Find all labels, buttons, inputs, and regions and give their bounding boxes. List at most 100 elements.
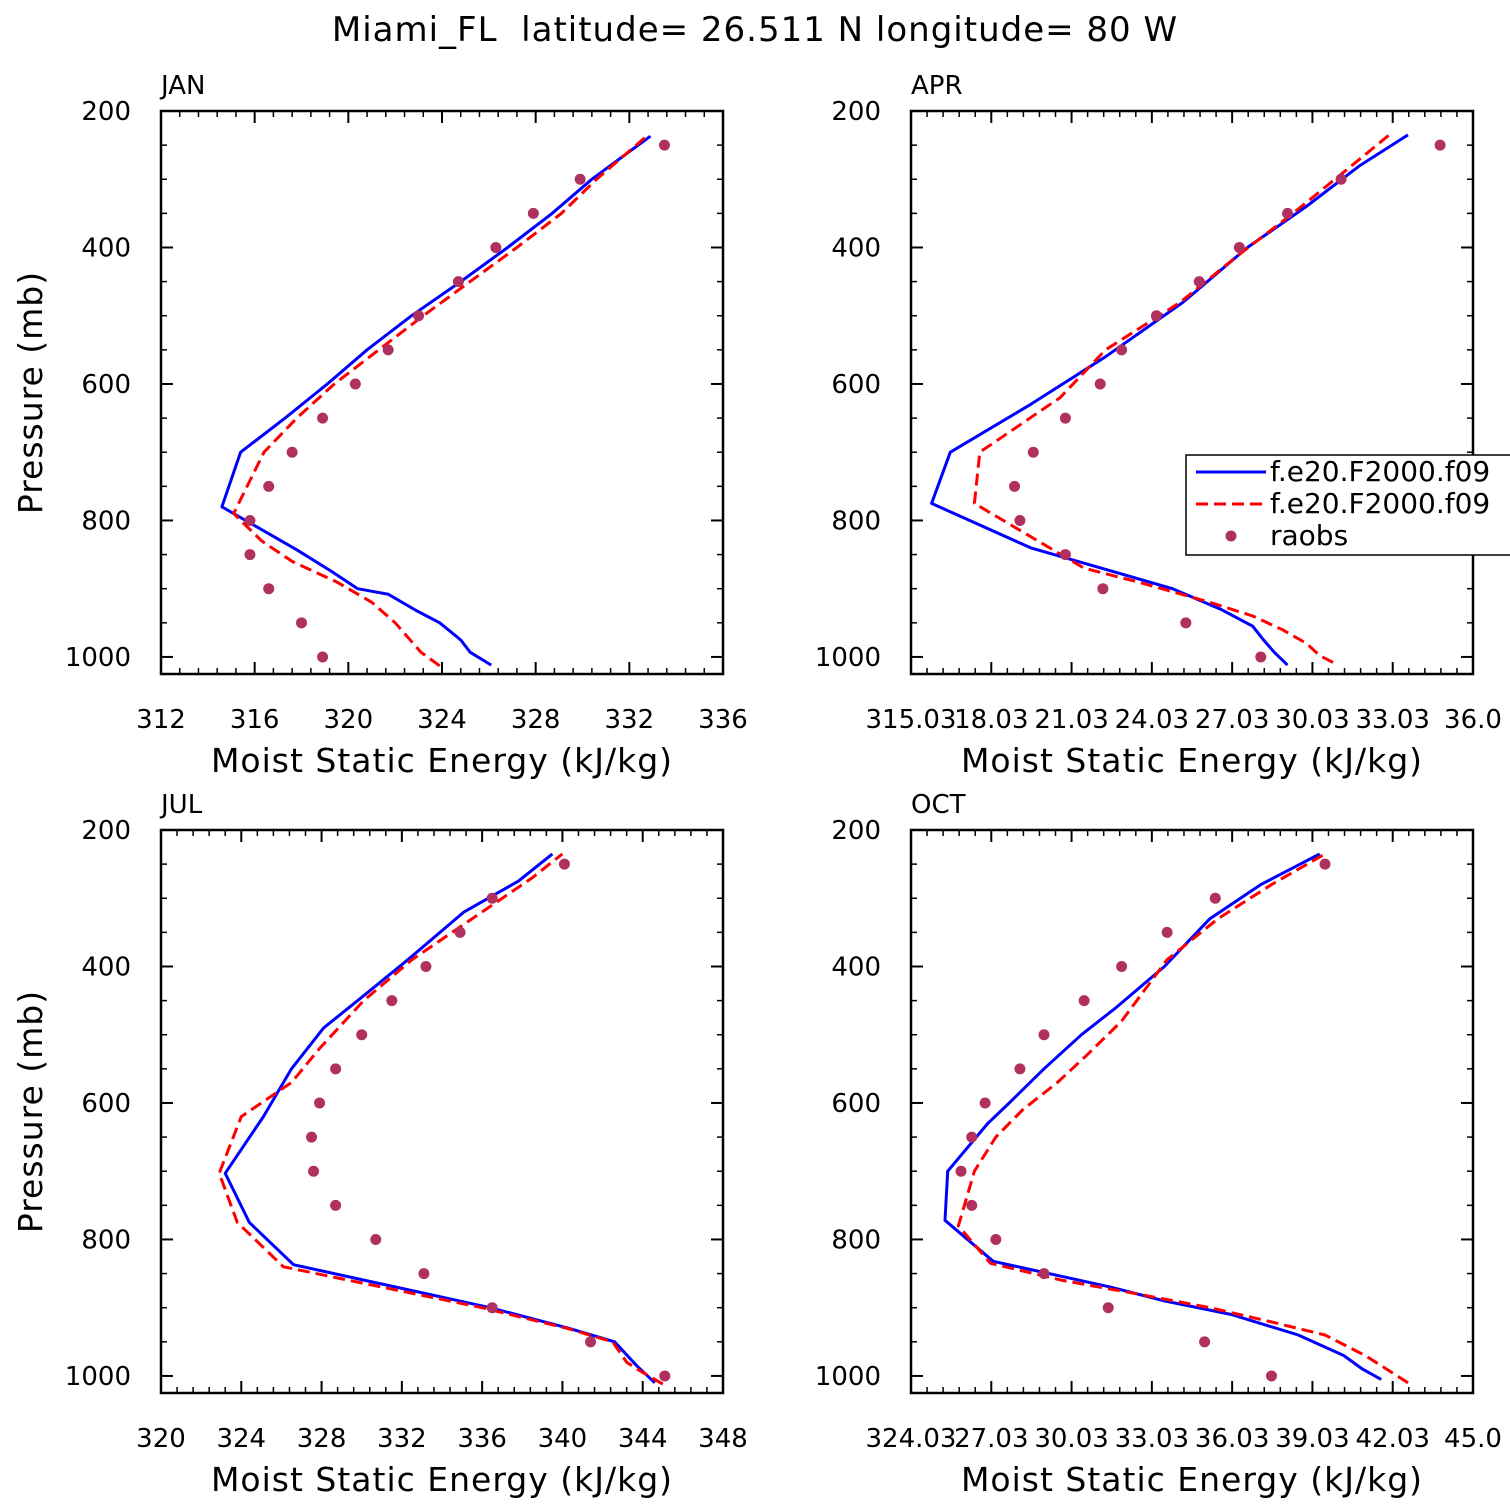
- y-tick-label: 600: [81, 370, 131, 400]
- series-line-model1: [223, 852, 656, 1384]
- plot-frame: [909, 109, 1475, 676]
- y-tick-label: 600: [831, 1089, 881, 1119]
- obs-point: [1434, 139, 1446, 151]
- x-tick-label: 336: [457, 1424, 507, 1454]
- obs-point: [979, 1097, 991, 1109]
- obs-point: [486, 892, 498, 904]
- obs-point: [244, 514, 256, 526]
- y-tick-label: 800: [831, 506, 881, 536]
- y-tick-label: 1000: [65, 643, 131, 673]
- y-axis-label: Pressure (mb): [11, 271, 50, 514]
- x-tick-label: 30.03: [1275, 705, 1349, 735]
- obs-point: [527, 207, 539, 219]
- obs-point: [1199, 1336, 1211, 1348]
- obs-point: [990, 1233, 1002, 1245]
- obs-point: [1102, 1302, 1114, 1314]
- x-tick-label: 33.03: [1115, 1424, 1189, 1454]
- obs-point: [1150, 310, 1162, 322]
- x-tick-label: 27.03: [954, 1424, 1028, 1454]
- y-tick-label: 1000: [815, 643, 881, 673]
- obs-point: [1014, 1063, 1026, 1075]
- x-tick-label: 348: [698, 1424, 748, 1454]
- obs-point: [1209, 892, 1221, 904]
- obs-point: [1038, 1029, 1050, 1041]
- obs-point: [263, 480, 275, 492]
- x-tick-label: 328: [297, 1424, 347, 1454]
- panel-title: APR: [911, 71, 963, 101]
- obs-point: [386, 995, 398, 1007]
- series-line-model1: [930, 133, 1409, 667]
- series-line-model2: [972, 133, 1391, 664]
- x-tick-label: 18.03: [954, 705, 1028, 735]
- y-tick-label: 400: [81, 952, 131, 982]
- x-tick-label: 39.03: [1275, 1424, 1349, 1454]
- obs-point: [1282, 207, 1294, 219]
- page-title: Miami_FL latitude= 26.511 N longitude= 8…: [331, 10, 1179, 50]
- obs-point: [452, 276, 464, 288]
- obs-point: [1097, 583, 1109, 595]
- obs-point: [1078, 995, 1090, 1007]
- obs-point: [314, 1097, 326, 1109]
- obs-point: [420, 960, 432, 972]
- obs-point: [1233, 241, 1245, 253]
- obs-point: [1255, 651, 1267, 663]
- obs-point: [1059, 549, 1071, 561]
- obs-point: [574, 173, 586, 185]
- obs-point: [1265, 1370, 1277, 1382]
- obs-point: [356, 1029, 368, 1041]
- obs-point: [558, 858, 570, 870]
- x-tick-label: 324.03: [866, 1424, 957, 1454]
- obs-point: [1335, 173, 1347, 185]
- x-tick-label: 332: [605, 705, 655, 735]
- obs-point: [263, 583, 275, 595]
- y-tick-label: 600: [81, 1089, 131, 1119]
- legend-swatch-obs: [1225, 530, 1237, 542]
- x-tick-label: 316: [230, 705, 280, 735]
- obs-point: [1116, 960, 1128, 972]
- series-line-model2: [232, 133, 650, 668]
- series-line-model1: [220, 134, 652, 667]
- obs-point: [955, 1165, 967, 1177]
- obs-point: [966, 1199, 978, 1211]
- obs-point: [1319, 858, 1331, 870]
- x-tick-label: 328: [511, 705, 561, 735]
- x-tick-label: 45.0: [1444, 1424, 1502, 1454]
- obs-point: [1038, 1268, 1050, 1280]
- obs-point: [1161, 926, 1173, 938]
- x-axis-label: Moist Static Energy (kJ/kg): [961, 741, 1423, 780]
- obs-point: [306, 1131, 318, 1143]
- obs-point: [1059, 412, 1071, 424]
- obs-point: [370, 1233, 382, 1245]
- x-axis-label: Moist Static Energy (kJ/kg): [211, 1460, 673, 1499]
- obs-point: [1009, 480, 1021, 492]
- obs-point: [659, 1370, 671, 1382]
- legend-label-model2: f.e20.F2000.f09: [1270, 487, 1490, 520]
- x-tick-label: 344: [618, 1424, 668, 1454]
- legend-label-model1: f.e20.F2000.f09: [1270, 455, 1490, 488]
- x-tick-label: 324: [417, 705, 467, 735]
- x-tick-label: 30.03: [1034, 1424, 1108, 1454]
- y-tick-label: 600: [831, 370, 881, 400]
- x-tick-label: 36.03: [1195, 1424, 1269, 1454]
- obs-point: [1193, 276, 1205, 288]
- x-tick-label: 42.03: [1355, 1424, 1429, 1454]
- y-tick-label: 200: [831, 97, 881, 127]
- series-line-model1: [943, 852, 1382, 1381]
- x-tick-label: 315.03: [866, 705, 957, 735]
- x-tick-label: 336: [698, 705, 748, 735]
- panel-title: JAN: [159, 71, 205, 101]
- y-tick-label: 400: [831, 952, 881, 982]
- x-tick-label: 320: [324, 705, 374, 735]
- legend-label-obs: raobs: [1270, 519, 1348, 552]
- chart-panel-jan: 312 316 320 324 328 332 336 200 400 600 800 1000 JAN…: [11, 71, 748, 780]
- obs-point: [454, 926, 466, 938]
- obs-point: [1180, 617, 1192, 629]
- obs-point: [286, 446, 298, 458]
- x-axis-label: Moist Static Energy (kJ/kg): [961, 1460, 1423, 1499]
- obs-point: [244, 549, 256, 561]
- obs-point: [330, 1063, 342, 1075]
- obs-point: [296, 617, 307, 629]
- y-tick-label: 200: [831, 816, 881, 846]
